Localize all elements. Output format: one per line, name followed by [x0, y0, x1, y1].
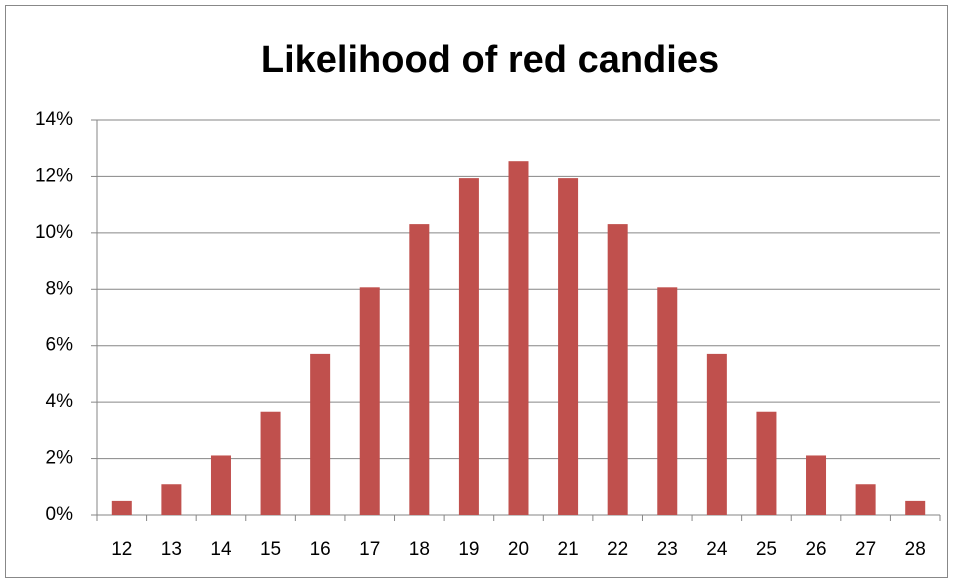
y-tick-label: 0% [46, 504, 74, 525]
x-tick-label: 15 [260, 539, 281, 560]
x-tick-label: 24 [706, 539, 728, 560]
bar [161, 484, 182, 515]
bar [310, 353, 331, 515]
x-tick-label: 20 [508, 539, 529, 560]
y-tick-label: 14% [35, 109, 73, 130]
bar [458, 178, 479, 515]
bar [111, 500, 132, 515]
y-tick-label: 10% [35, 222, 73, 243]
bar [657, 287, 678, 515]
bar [706, 353, 727, 515]
bar [905, 500, 926, 515]
y-tick-label: 12% [35, 165, 73, 186]
bar [359, 287, 380, 515]
x-tick-label: 21 [558, 539, 579, 560]
bar [756, 411, 777, 515]
x-tick-label: 13 [161, 539, 182, 560]
x-tick-label: 18 [409, 539, 430, 560]
bar [607, 224, 628, 515]
y-tick-label: 8% [46, 278, 74, 299]
y-tick-label: 2% [46, 448, 74, 469]
bar [806, 455, 827, 515]
bar [508, 161, 529, 515]
x-tick-label: 17 [359, 539, 380, 560]
x-tick-label: 19 [458, 539, 479, 560]
x-tick-label: 16 [310, 539, 331, 560]
bar [260, 411, 281, 515]
y-tick-label: 4% [46, 391, 74, 412]
bar [855, 484, 876, 515]
bar [210, 455, 231, 515]
x-tick-label: 22 [607, 539, 628, 560]
y-tick-label: 6% [46, 335, 74, 356]
x-tick-label: 23 [657, 539, 678, 560]
x-tick-label: 12 [111, 539, 132, 560]
chart-title: Likelihood of red candies [261, 39, 719, 81]
x-tick-label: 14 [210, 539, 232, 560]
x-tick-label: 27 [855, 539, 876, 560]
x-tick-label: 26 [805, 539, 826, 560]
bar [409, 224, 430, 515]
x-tick-label: 25 [756, 539, 777, 560]
bar [558, 178, 579, 515]
x-tick-label: 28 [905, 539, 926, 560]
